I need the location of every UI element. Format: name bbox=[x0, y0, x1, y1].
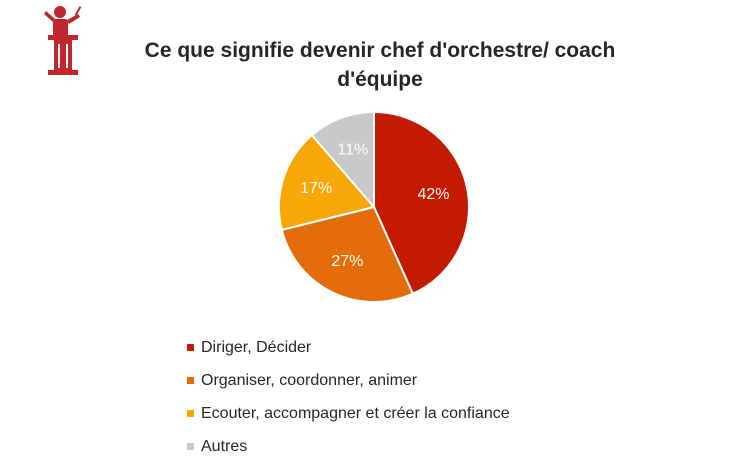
legend-swatch bbox=[187, 443, 194, 450]
legend-item: Autres bbox=[187, 430, 510, 463]
legend-label: Autres bbox=[201, 437, 248, 455]
slice-label: 42% bbox=[417, 186, 449, 203]
legend: Diriger, Décider Organiser, coordonner, … bbox=[187, 331, 510, 463]
pie-slice bbox=[278, 133, 376, 232]
legend-swatch bbox=[187, 410, 194, 417]
legend-item: Diriger, Décider bbox=[187, 331, 510, 364]
slice-label: 27% bbox=[331, 253, 363, 270]
legend-swatch bbox=[187, 377, 194, 384]
conductor-icon bbox=[44, 6, 82, 75]
pie-slice bbox=[373, 110, 470, 296]
chart-title: Ce que signifie devenir chef d'orchestre… bbox=[144, 39, 616, 91]
legend-label: Ecouter, accompagner et créer la confian… bbox=[201, 404, 510, 422]
legend-label: Diriger, Décider bbox=[201, 338, 312, 356]
legend-label: Organiser, coordonner, animer bbox=[201, 371, 418, 389]
legend-item: Ecouter, accompagner et créer la confian… bbox=[187, 397, 510, 430]
legend-swatch bbox=[187, 344, 194, 351]
slice-label: 11% bbox=[337, 142, 368, 159]
pie-slice bbox=[310, 110, 375, 210]
pie-slice bbox=[280, 205, 415, 303]
legend-item: Organiser, coordonner, animer bbox=[187, 364, 510, 397]
slice-label: 17% bbox=[300, 180, 332, 197]
